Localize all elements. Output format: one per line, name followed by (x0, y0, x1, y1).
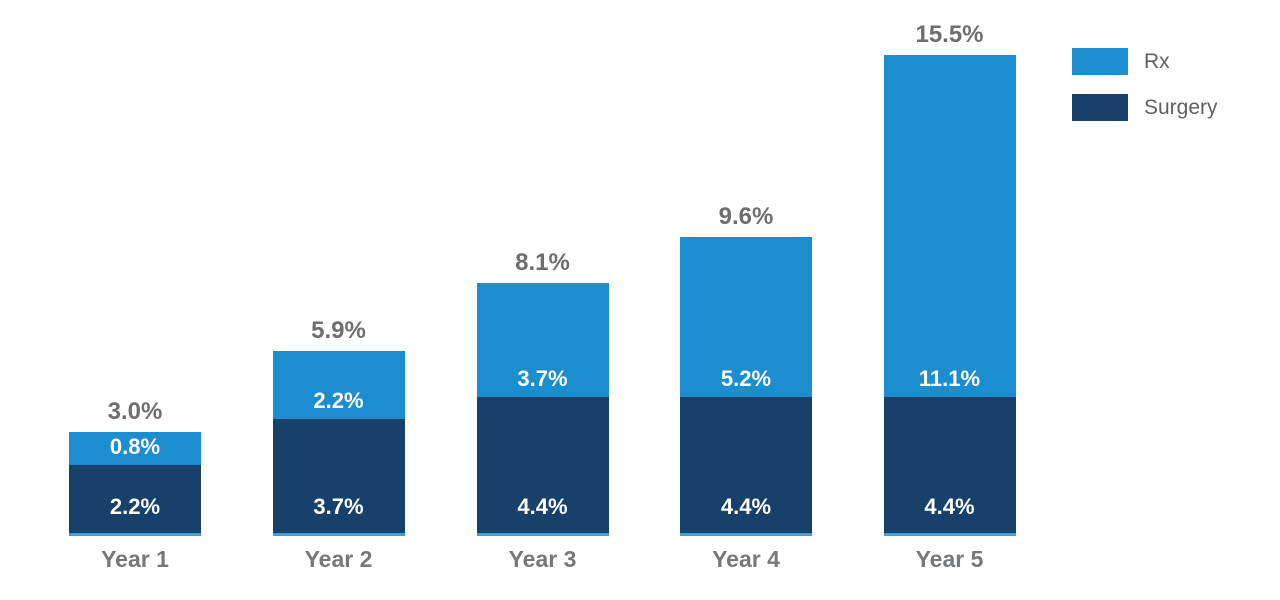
total-label: 8.1% (515, 249, 570, 276)
legend-swatch (1072, 48, 1128, 75)
legend: Rx Surgery (1072, 48, 1218, 140)
total-label: 9.6% (718, 203, 774, 230)
x-axis-label: Year 4 (712, 546, 780, 572)
legend-label: Surgery (1144, 96, 1218, 119)
bar-group-1: 3.0% 0.8% 2.2% Year 1 (69, 400, 201, 600)
bar-segment-surgery: 4.4% (680, 397, 812, 533)
total-label: 15.5% (915, 21, 984, 48)
segment-value-label: 0.8% (109, 434, 161, 459)
bar-segment-rx: 11.1% (883, 55, 1016, 397)
bar-segment-surgery: 3.7% (272, 419, 405, 533)
segment-value-label: 2.2% (109, 494, 161, 519)
x-axis-label: Year 1 (101, 546, 169, 572)
x-axis-label: Year 5 (915, 546, 984, 572)
baseline-accent (69, 533, 201, 536)
legend-label: Rx (1144, 50, 1170, 73)
bar-group-4: 9.6% 5.2% 4.4% Year 4 (680, 205, 812, 600)
bar-group-5: 15.5% 11.1% 4.4% Year 5 (883, 21, 1016, 600)
x-axis-label: Year 3 (508, 546, 577, 572)
bar-segment-rx: 2.2% (272, 351, 405, 419)
legend-swatch (1072, 94, 1128, 121)
segment-value-label: 4.4% (517, 494, 568, 519)
bar-segment-surgery: 4.4% (476, 397, 609, 533)
segment-value-label: 3.7% (313, 494, 364, 519)
baseline-accent (476, 533, 609, 536)
segment-value-label: 4.4% (720, 494, 772, 519)
segment-value-label: 3.7% (517, 366, 568, 391)
segment-value-label: 4.4% (924, 494, 975, 519)
bar-segment-rx: 0.8% (69, 432, 201, 465)
legend-item-surgery: Surgery (1072, 94, 1218, 121)
segment-value-label: 11.1% (918, 366, 981, 391)
total-label: 5.9% (311, 317, 366, 344)
segment-value-label: 2.2% (313, 388, 364, 413)
bar-group-2: 5.9% 2.2% 3.7% Year 2 (272, 317, 405, 600)
bar-segment-surgery: 4.4% (883, 397, 1016, 533)
bar-segment-surgery: 2.2% (69, 465, 201, 533)
segment-value-label: 5.2% (720, 366, 772, 391)
bar-group-3: 8.1% 3.7% 4.4% Year 3 (476, 249, 609, 600)
baseline-accent (272, 533, 405, 536)
bar-segment-rx: 5.2% (680, 237, 812, 397)
legend-item-rx: Rx (1072, 48, 1218, 75)
baseline-accent (883, 533, 1016, 536)
baseline-accent (680, 533, 812, 536)
bar-segment-rx: 3.7% (476, 283, 609, 397)
total-label: 3.0% (107, 398, 163, 425)
x-axis-label: Year 2 (304, 546, 373, 572)
